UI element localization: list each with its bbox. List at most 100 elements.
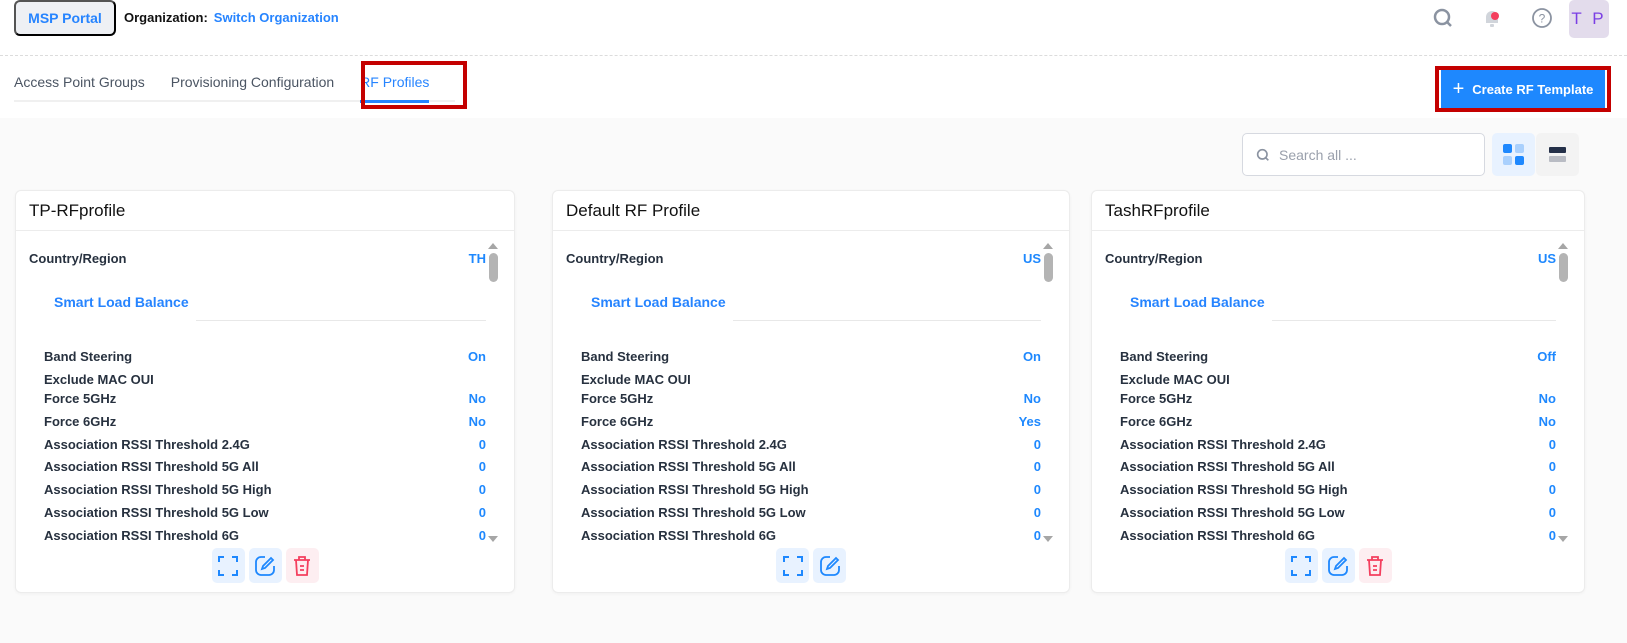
- scrollbar-thumb[interactable]: [489, 253, 498, 282]
- search-icon[interactable]: [1431, 6, 1455, 30]
- rf-profile-card: TashRFprofile Country/Region US Smart Lo…: [1091, 190, 1585, 593]
- expand-button[interactable]: [776, 548, 809, 583]
- setting-label: Association RSSI Threshold 6G: [1120, 528, 1316, 543]
- setting-label: Association RSSI Threshold 5G All: [581, 459, 796, 474]
- expand-button[interactable]: [211, 548, 245, 583]
- setting-label: Association RSSI Threshold 2.4G: [581, 437, 787, 452]
- setting-value: No: [468, 414, 486, 429]
- grid-view-toggle[interactable]: [1492, 133, 1535, 176]
- scroll-down-arrow[interactable]: [488, 536, 498, 542]
- create-rf-template-button[interactable]: + Create RF Template: [1441, 70, 1605, 108]
- edit-button[interactable]: [1321, 548, 1355, 583]
- button-highlight-box: [1435, 66, 1611, 112]
- setting-label: Force 6GHz: [1120, 414, 1193, 429]
- plus-icon: +: [1452, 77, 1465, 100]
- setting-value: 0: [1548, 459, 1556, 474]
- search-input[interactable]: [1279, 146, 1469, 163]
- search-box[interactable]: [1242, 133, 1485, 176]
- setting-label: Force 6GHz: [44, 414, 117, 429]
- edit-button[interactable]: [248, 548, 282, 583]
- scroll-up-arrow[interactable]: [1043, 243, 1053, 249]
- setting-label: Association RSSI Threshold 2.4G: [1120, 437, 1326, 452]
- setting-value: 0: [478, 459, 486, 474]
- tab-provisioning-configuration[interactable]: Provisioning Configuration: [170, 74, 335, 90]
- switch-organization-link[interactable]: Switch Organization: [213, 10, 339, 25]
- setting-value: 0: [478, 437, 486, 452]
- divider: [0, 55, 1627, 56]
- trash-icon: [294, 555, 310, 576]
- section-divider: [733, 320, 1041, 321]
- setting-value: 0: [1033, 482, 1041, 497]
- setting-value: No: [1538, 391, 1556, 406]
- setting-label: Association RSSI Threshold 5G All: [1120, 459, 1335, 474]
- delete-button[interactable]: [285, 548, 319, 583]
- rf-profile-card: TP-RFprofile Country/Region TH Smart Loa…: [15, 190, 515, 593]
- section-divider: [196, 320, 486, 321]
- tab-bar: Access Point Groups Provisioning Configu…: [14, 62, 456, 103]
- setting-label: Association RSSI Threshold 6G: [44, 528, 240, 543]
- expand-icon: [782, 555, 803, 576]
- setting-value: No: [1538, 414, 1556, 429]
- section-smart-load-balance: Smart Load Balance: [591, 294, 726, 310]
- setting-value: Yes: [1018, 414, 1041, 429]
- setting-label: Force 5GHz: [1120, 391, 1193, 406]
- setting-label: Association RSSI Threshold 6G: [581, 528, 777, 543]
- edit-button[interactable]: [813, 548, 846, 583]
- trash-icon: [1367, 555, 1383, 576]
- setting-label: Association RSSI Threshold 5G Low: [44, 505, 269, 520]
- setting-value: 0: [1548, 505, 1556, 520]
- country-value: US: [1537, 251, 1556, 266]
- card-title: TP-RFprofile: [16, 191, 514, 231]
- edit-icon: [819, 555, 840, 576]
- scroll-down-arrow[interactable]: [1558, 536, 1568, 542]
- setting-label: Association RSSI Threshold 5G Low: [581, 505, 806, 520]
- organization: Organization: Switch Organization: [124, 10, 339, 25]
- scrollbar-thumb[interactable]: [1559, 253, 1568, 282]
- grid-icon: [1502, 143, 1524, 165]
- help-icon[interactable]: ?: [1530, 6, 1554, 30]
- tab-rf-profiles[interactable]: RF Profiles: [360, 62, 430, 103]
- rf-profile-card: Default RF Profile Country/Region US Sma…: [552, 190, 1070, 593]
- setting-value: 0: [1033, 437, 1041, 452]
- expand-button[interactable]: [1284, 548, 1318, 583]
- setting-label: Association RSSI Threshold 5G High: [1120, 482, 1348, 497]
- expand-icon: [218, 555, 238, 576]
- country-label: Country/Region: [29, 251, 127, 266]
- country-value: TH: [468, 251, 486, 266]
- card-title: Default RF Profile: [553, 191, 1069, 231]
- tab-highlight-box: [361, 61, 467, 109]
- setting-value: No: [1023, 391, 1041, 406]
- setting-label: Association RSSI Threshold 5G Low: [1120, 505, 1345, 520]
- scroll-up-arrow[interactable]: [488, 243, 498, 249]
- edit-icon: [1328, 555, 1348, 576]
- create-label: Create RF Template: [1472, 81, 1594, 97]
- setting-label: Band Steering: [581, 349, 670, 364]
- scroll-up-arrow[interactable]: [1558, 243, 1568, 249]
- setting-label: Exclude MAC OUI: [44, 372, 154, 387]
- tab-access-point-groups[interactable]: Access Point Groups: [14, 74, 145, 90]
- setting-label: Association RSSI Threshold 5G All: [44, 459, 259, 474]
- list-icon: [1548, 146, 1566, 162]
- setting-label: Exclude MAC OUI: [1120, 372, 1230, 387]
- card-title: TashRFprofile: [1092, 191, 1584, 231]
- setting-value: No: [468, 391, 486, 406]
- msp-portal-button[interactable]: MSP Portal: [14, 0, 116, 36]
- scroll-down-arrow[interactable]: [1043, 536, 1053, 542]
- setting-value: 0: [1033, 459, 1041, 474]
- avatar[interactable]: T P: [1569, 0, 1609, 38]
- setting-label: Association RSSI Threshold 2.4G: [44, 437, 250, 452]
- list-view-toggle[interactable]: [1536, 133, 1579, 176]
- bell-icon[interactable]: [1480, 6, 1504, 30]
- setting-label: Force 5GHz: [44, 391, 117, 406]
- country-label: Country/Region: [1105, 251, 1203, 266]
- setting-label: Association RSSI Threshold 5G High: [581, 482, 809, 497]
- search-icon: [1256, 148, 1269, 161]
- setting-label: Band Steering: [1120, 349, 1209, 364]
- expand-icon: [1291, 555, 1311, 576]
- setting-value: 0: [1548, 482, 1556, 497]
- setting-value: 0: [478, 528, 486, 543]
- setting-label: Force 6GHz: [581, 414, 654, 429]
- delete-button[interactable]: [1358, 548, 1392, 583]
- setting-value: 0: [1033, 505, 1041, 520]
- scrollbar-thumb[interactable]: [1044, 253, 1053, 282]
